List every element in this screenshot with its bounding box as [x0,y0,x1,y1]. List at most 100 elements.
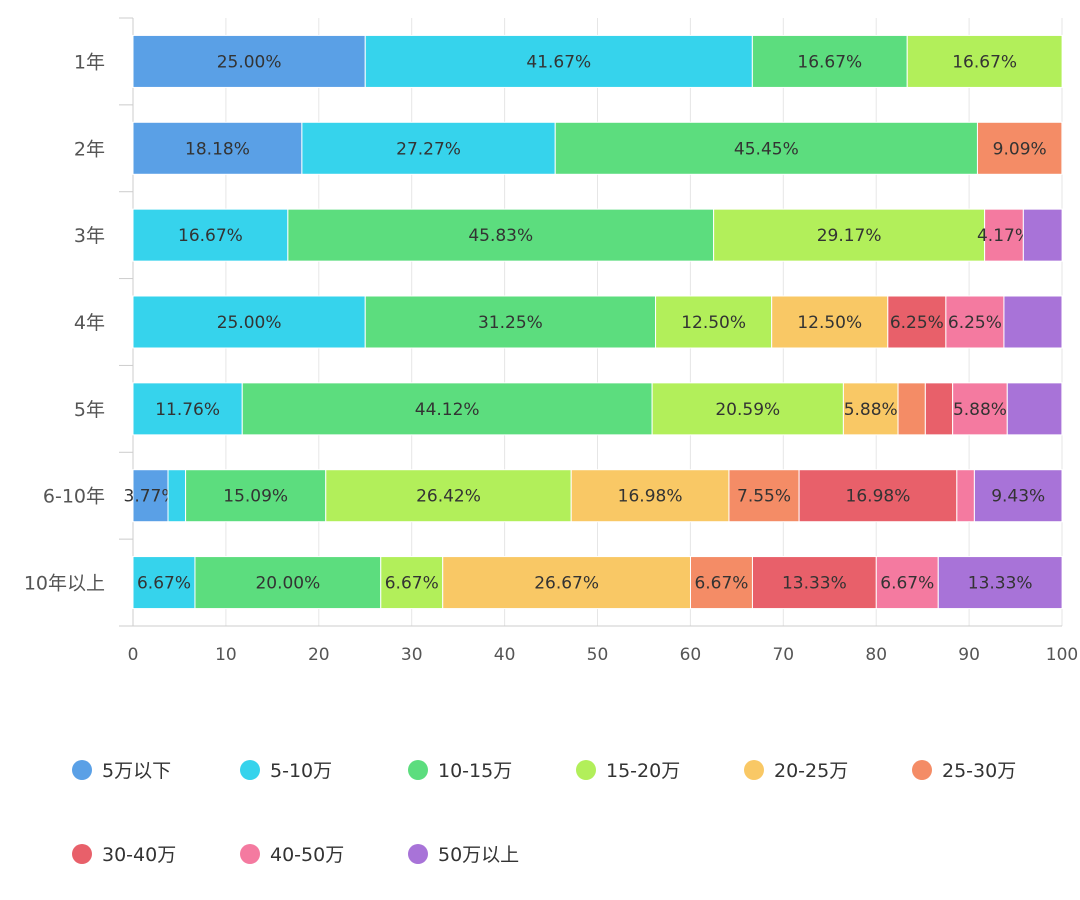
bar-segment [651,382,844,436]
x-tick-label: 0 [128,645,139,665]
bar-segment [1006,382,1063,436]
data-label: 5.88% [953,400,1007,420]
legend-item[interactable]: 30-40万 [72,840,176,867]
legend-swatch [744,759,764,780]
bar-segment [945,295,1005,349]
data-label: 3.77% [124,487,178,507]
data-label: 16.67% [797,52,862,72]
bar-segment [132,208,289,262]
legend-item[interactable]: 20-25万 [744,756,848,783]
legend-swatch [576,759,596,780]
x-tick-label: 50 [587,645,609,665]
bar-segment [132,469,169,523]
data-label: 29.17% [817,226,882,246]
bar-segment [771,295,889,349]
data-label: 45.45% [734,139,799,159]
legend-swatch [240,759,260,780]
data-label: 41.67% [526,52,591,72]
data-label: 6.67% [694,574,748,594]
data-label: 31.25% [478,313,543,333]
data-label: 44.12% [415,400,480,420]
data-label: 25.00% [217,313,282,333]
legend-label: 40-50万 [270,844,345,866]
data-label: 7.55% [737,487,791,507]
x-tick-label: 80 [865,645,887,665]
bar-segment [713,208,986,262]
x-tick-label: 30 [401,645,423,665]
data-label: 5.88% [844,400,898,420]
legend-label: 50万以上 [438,844,520,866]
legend-label: 5-10万 [270,760,333,782]
legend-label: 20-25万 [774,760,849,782]
data-label: 45.83% [468,226,533,246]
bar-segment [973,469,1063,523]
legend-item[interactable]: 15-20万 [576,756,680,783]
y-tick-label: 10年以上 [24,573,105,595]
bar-segment [1003,295,1063,349]
bar-segment [194,556,382,610]
legend-swatch [240,843,260,864]
data-label: 16.67% [952,52,1017,72]
bar-segment [751,34,908,88]
bar-segment [887,295,947,349]
data-label: 20.00% [255,574,320,594]
data-label: 26.42% [416,487,481,507]
bar-segment [241,382,653,436]
data-label: 4.17% [977,226,1031,246]
data-label: 12.50% [797,313,862,333]
legend-item[interactable]: 5-10万 [240,756,332,783]
legend-label: 15-20万 [606,760,681,782]
data-label: 12.50% [681,313,746,333]
y-tick-label: 5年 [74,399,105,421]
bar-segment [132,382,243,436]
bar-segment [897,382,926,436]
legend-item[interactable]: 25-30万 [912,756,1016,783]
data-label: 6.67% [385,574,439,594]
bar-segment [976,121,1063,175]
data-label: 27.27% [396,139,461,159]
bar-segment [956,469,975,523]
bar-segment [751,556,877,610]
bar-segment [442,556,691,610]
legend-item[interactable]: 50万以上 [408,840,519,867]
data-label: 16.67% [178,226,243,246]
data-label: 6.25% [948,313,1002,333]
bar-segment [570,469,730,523]
bar-segment [655,295,773,349]
legend-item[interactable]: 5万以下 [72,756,171,783]
legend-swatch [72,843,92,864]
bar-segment [554,121,978,175]
x-tick-label: 90 [958,645,980,665]
data-label: 13.33% [782,574,847,594]
data-label: 11.76% [155,400,220,420]
data-label: 18.18% [185,139,250,159]
x-tick-label: 60 [680,645,702,665]
y-tick-label: 1年 [74,51,105,73]
x-tick-label: 40 [494,645,516,665]
data-label: 6.67% [137,574,191,594]
bar-segment [325,469,572,523]
data-label: 9.43% [991,487,1045,507]
legend-item[interactable]: 10-15万 [408,756,512,783]
bar-segment [185,469,327,523]
y-tick-label: 2年 [74,138,105,160]
bar-segment [364,34,753,88]
legend-swatch [72,759,92,780]
data-label: 13.33% [968,574,1033,594]
legend-swatch [408,759,428,780]
legend-swatch [912,759,932,780]
data-label: 6.25% [890,313,944,333]
data-label: 16.98% [618,487,683,507]
bar-segment [132,121,303,175]
bar-segment [132,295,366,349]
bar-segment [906,34,1063,88]
x-tick-label: 100 [1046,645,1078,665]
bar-segment [1022,208,1063,262]
legend-label: 10-15万 [438,760,513,782]
legend-item[interactable]: 40-50万 [240,840,344,867]
legend-label: 25-30万 [942,760,1017,782]
bar-segment [301,121,556,175]
x-tick-label: 10 [215,645,237,665]
bar-segment [132,34,366,88]
